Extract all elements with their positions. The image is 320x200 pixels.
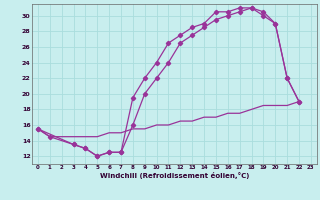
X-axis label: Windchill (Refroidissement éolien,°C): Windchill (Refroidissement éolien,°C) bbox=[100, 172, 249, 179]
